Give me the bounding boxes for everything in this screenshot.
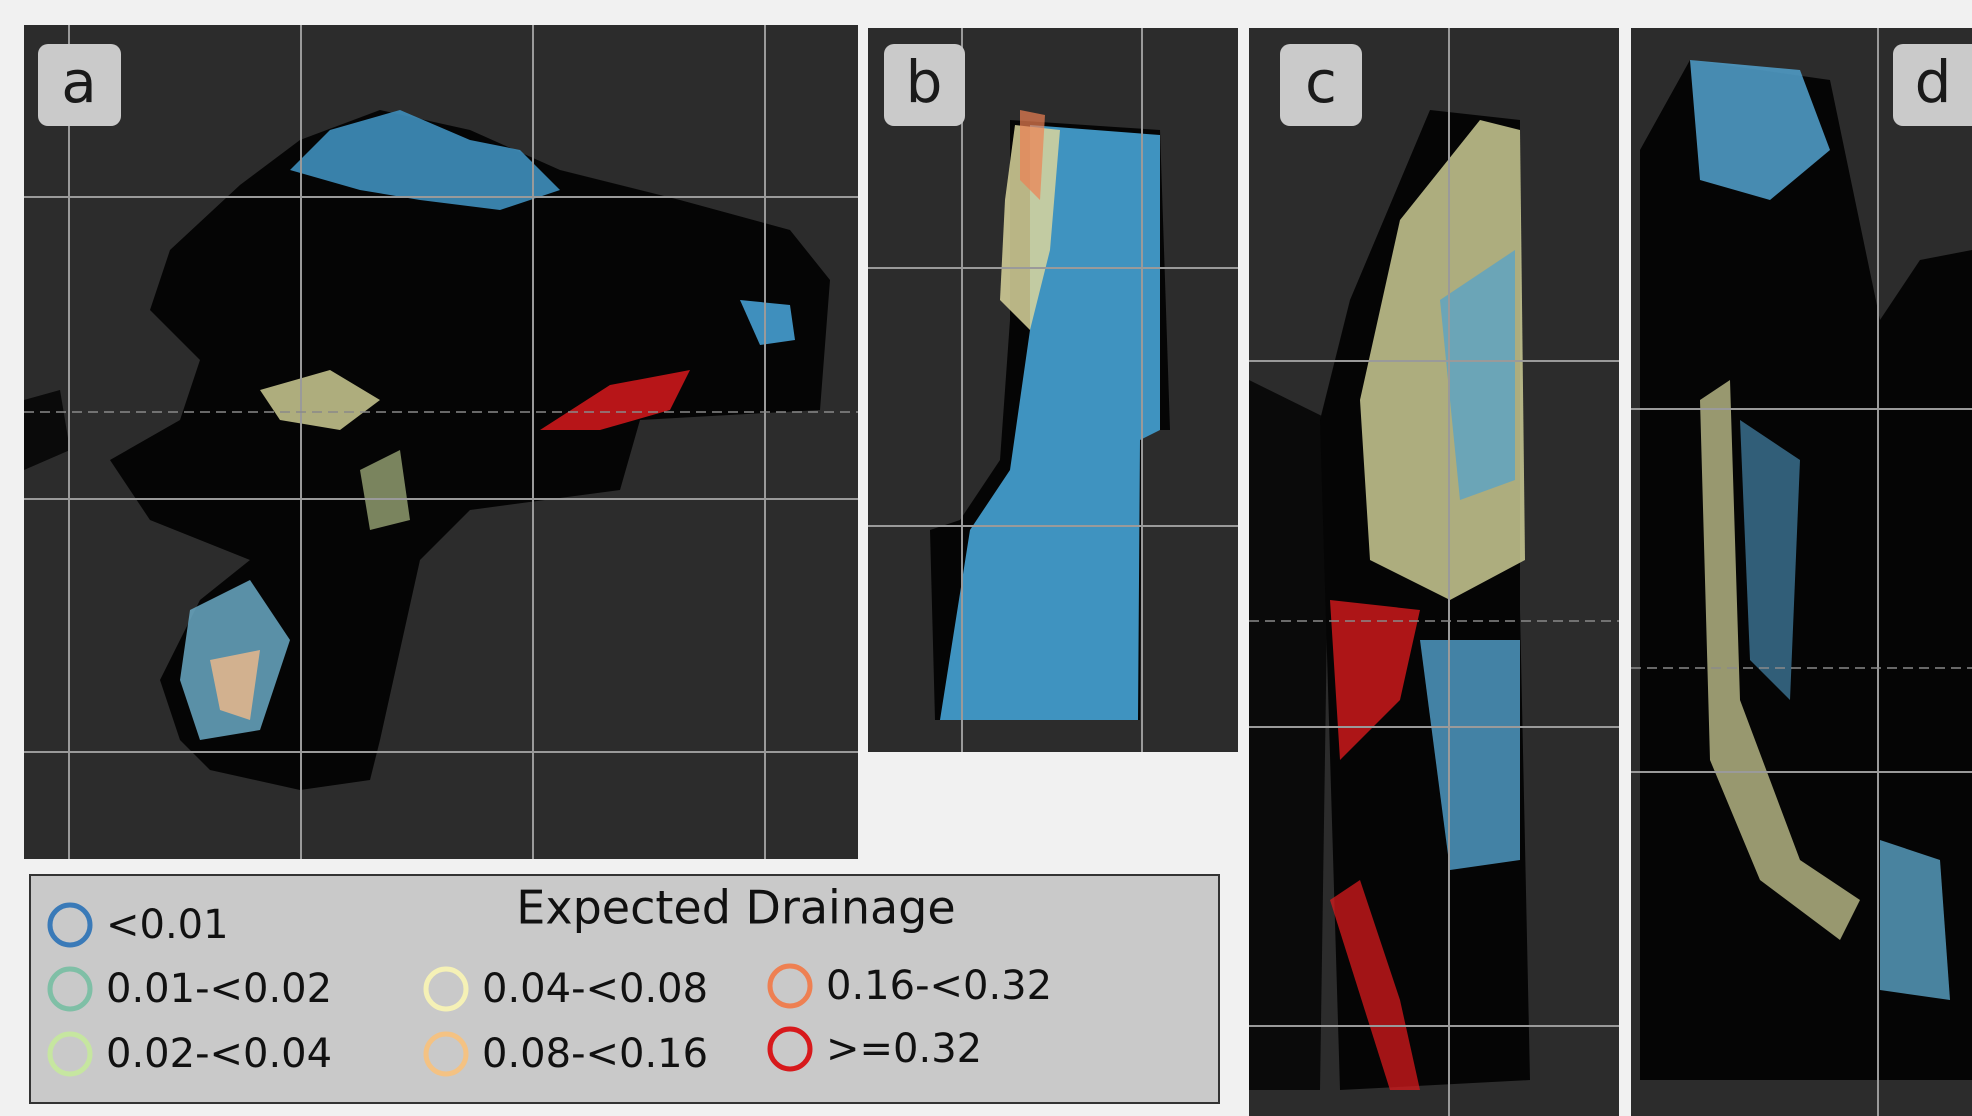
legend-label: 0.04-<0.08 [482, 966, 708, 1012]
map-panel-a [24, 25, 858, 859]
legend-label: <0.01 [106, 902, 229, 948]
legend-label: 0.16-<0.32 [826, 963, 1052, 1009]
figure: a b c d Expected Drainage <0.01 0.01-<0.0… [0, 0, 1972, 1116]
legend-label: 0.02-<0.04 [106, 1031, 332, 1077]
map-panel-d [1631, 28, 1972, 1116]
legend-title: Expected Drainage [516, 881, 955, 935]
map-panel-c [1249, 28, 1619, 1116]
legend-label: >=0.32 [826, 1026, 982, 1072]
panel-label: b [906, 48, 943, 116]
legend: Expected Drainage <0.01 0.01-<0.02 0.02-<0… [30, 875, 1219, 1103]
map-panel-b [868, 28, 1238, 752]
legend-label: 0.08-<0.16 [482, 1031, 708, 1077]
panel-label: c [1305, 48, 1337, 116]
legend-label: 0.01-<0.02 [106, 966, 332, 1012]
panel-label: d [1915, 48, 1952, 116]
panel-label: a [61, 48, 97, 116]
